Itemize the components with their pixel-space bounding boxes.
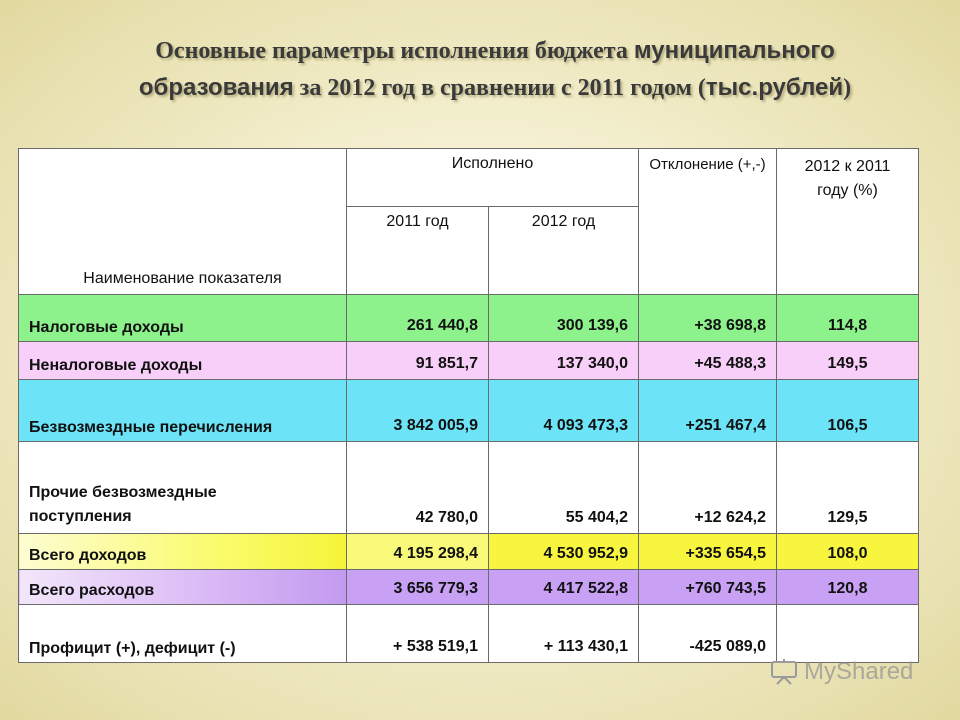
cell-2011: 4 195 298,4 [346,533,489,570]
table-row: Прочие безвозмездные поступления 42 780,… [18,441,920,534]
table-header-row: Наименование показателя Исполнено Отклон… [18,148,920,295]
page-title: Основные параметры исполнения бюджета му… [95,34,895,108]
title-part-1: Основные параметры исполнения бюджета [155,38,634,64]
cell-deviation: -425 089,0 [638,604,778,663]
title-part-5: ) [843,75,852,101]
cell-2011: 261 440,8 [346,294,489,342]
row-name: Неналоговые доходы [18,341,347,380]
watermark: MyShared [770,658,913,686]
row-name: Всего доходов [18,533,347,570]
title-part-4: тыс.рублей [705,74,844,101]
header-deviation: Отклонение (+,-) [638,148,778,295]
table-row: Всего расходов 3 656 779,3 4 417 522,8 +… [18,569,920,605]
cell-ratio: 114,8 [776,294,920,342]
cell-ratio: 106,5 [776,379,920,442]
cell-2012: 4 093 473,3 [487,379,640,442]
cell-deviation: +335 654,5 [638,533,778,570]
row-name: Всего расходов [18,569,347,605]
cell-ratio: 149,5 [776,341,920,380]
presentation-board-icon [771,659,797,685]
cell-ratio [776,604,920,663]
row-name: Профицит (+), дефицит (-) [18,604,347,663]
header-executed: Исполнено [345,148,640,207]
header-2011: 2011 год [346,206,489,295]
table-row: Безвозмездные перечисления 3 842 005,9 4… [18,379,920,442]
cell-deviation: +12 624,2 [638,441,778,534]
cell-2011: + 538 519,1 [346,604,489,663]
cell-2012: 4 530 952,9 [487,533,640,570]
budget-table: Наименование показателя Исполнено Отклон… [18,148,920,663]
cell-2012: 300 139,6 [487,294,640,342]
cell-ratio: 108,0 [776,533,920,570]
title-part-2: муниципального образования [138,37,835,101]
cell-2011: 3 842 005,9 [346,379,489,442]
cell-2012: 137 340,0 [487,341,640,380]
cell-2011: 42 780,0 [346,441,489,534]
cell-deviation: +251 467,4 [638,379,778,442]
title-part-3: за 2012 год в сравнении с 2011 годом ( [293,75,706,101]
row-name: Налоговые доходы [18,294,347,342]
header-name: Наименование показателя [18,148,347,295]
table-row: Профицит (+), дефицит (-) + 538 519,1 + … [18,604,920,663]
header-ratio: 2012 к 2011 году (%) [776,148,920,295]
cell-deviation: +760 743,5 [638,569,778,605]
cell-2012: 55 404,2 [487,441,640,534]
cell-ratio: 120,8 [776,569,920,605]
table-subheader-row: 2011 год 2012 год [19,206,919,295]
row-name: Безвозмездные перечисления [18,379,347,442]
row-name: Прочие безвозмездные поступления [18,441,347,534]
table-row: Неналоговые доходы 91 851,7 137 340,0 +4… [18,341,920,380]
cell-ratio: 129,5 [776,441,920,534]
table-row: Налоговые доходы 261 440,8 300 139,6 +38… [18,294,920,342]
cell-2011: 3 656 779,3 [346,569,489,605]
watermark-text: MyShared [804,658,914,685]
cell-2012: + 113 430,1 [487,604,640,663]
cell-2012: 4 417 522,8 [487,569,640,605]
cell-2011: 91 851,7 [346,341,489,380]
cell-deviation: +45 488,3 [638,341,778,380]
header-2012: 2012 год [487,206,640,295]
table-row: Всего доходов 4 195 298,4 4 530 952,9 +3… [18,533,920,570]
cell-deviation: +38 698,8 [638,294,778,342]
